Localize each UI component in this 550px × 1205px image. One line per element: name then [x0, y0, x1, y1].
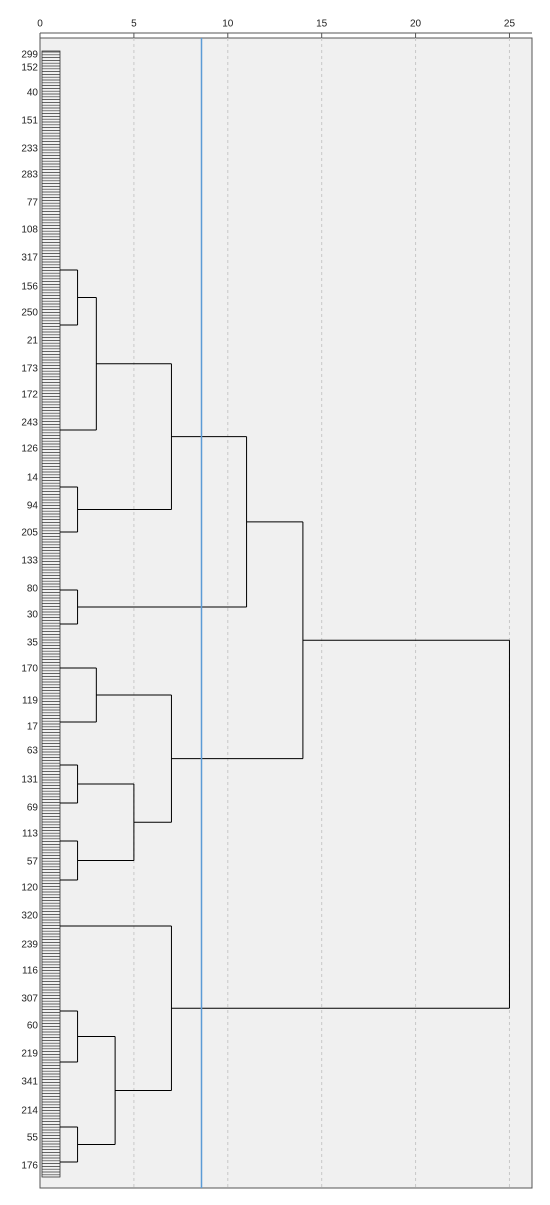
leaf-label: 94 — [27, 501, 39, 512]
leaf-label: 14 — [27, 473, 39, 484]
x-tick-label: 25 — [504, 19, 516, 30]
leaf-block — [41, 50, 61, 1178]
leaf-label: 307 — [21, 994, 38, 1005]
leaf-label: 151 — [21, 116, 38, 127]
dendrogram-link — [171, 639, 510, 1009]
dendrogram-link — [77, 363, 172, 510]
leaf-label: 30 — [27, 610, 39, 621]
leaf-label: 40 — [27, 88, 39, 99]
x-tick-label: 10 — [222, 19, 234, 30]
leaf-label: 133 — [21, 556, 38, 567]
leaf-label: 320 — [21, 911, 38, 922]
leaf-label: 116 — [22, 966, 38, 977]
leaf-label: 21 — [27, 336, 39, 347]
leaf-label: 57 — [27, 857, 39, 868]
leaf-label: 172 — [21, 390, 38, 401]
leaf-label: 299 — [21, 50, 38, 61]
dendrogram-link — [60, 925, 172, 1091]
leaf-label: 283 — [21, 170, 38, 181]
leaf-label: 108 — [21, 225, 38, 236]
leaf-label: 250 — [21, 308, 38, 319]
x-tick-label: 5 — [131, 19, 137, 30]
leaf-label: 152 — [21, 63, 38, 74]
leaf-label: 69 — [27, 803, 39, 814]
leaf-label: 156 — [21, 282, 38, 293]
leaf-label: 17 — [27, 722, 39, 733]
dendrogram-link — [77, 783, 135, 861]
leaf-label: 170 — [21, 664, 38, 675]
leaf-label: 119 — [22, 696, 38, 707]
x-tick-label: 15 — [316, 19, 328, 30]
leaf-label: 205 — [21, 528, 38, 539]
leaf-label: 63 — [27, 746, 39, 757]
leaf-label: 239 — [21, 940, 38, 951]
leaf-label: 80 — [27, 584, 39, 595]
leaf-label: 113 — [22, 829, 38, 840]
leaf-label: 219 — [21, 1049, 38, 1060]
leaf-label: 341 — [21, 1077, 38, 1088]
x-tick-label: 0 — [37, 19, 43, 30]
leaf-label: 214 — [21, 1106, 38, 1117]
plot-area — [39, 37, 533, 1189]
leaf-label: 131 — [21, 775, 38, 786]
dendrogram-link — [96, 694, 172, 823]
leaf-label: 60 — [27, 1021, 39, 1032]
leaf-label: 317 — [21, 253, 38, 264]
leaf-label: 243 — [21, 418, 38, 429]
leaf-label: 55 — [27, 1133, 39, 1144]
leaf-label: 126 — [21, 444, 38, 455]
x-tick-label: 20 — [410, 19, 422, 30]
leaf-rows — [42, 51, 60, 1176]
leaf-label: 35 — [27, 638, 39, 649]
leaf-label: 176 — [21, 1161, 38, 1172]
leaf-label: 173 — [21, 364, 38, 375]
leaf-label: 77 — [27, 198, 39, 209]
leaf-label: 233 — [21, 144, 38, 155]
leaf-label: 120 — [21, 883, 38, 894]
